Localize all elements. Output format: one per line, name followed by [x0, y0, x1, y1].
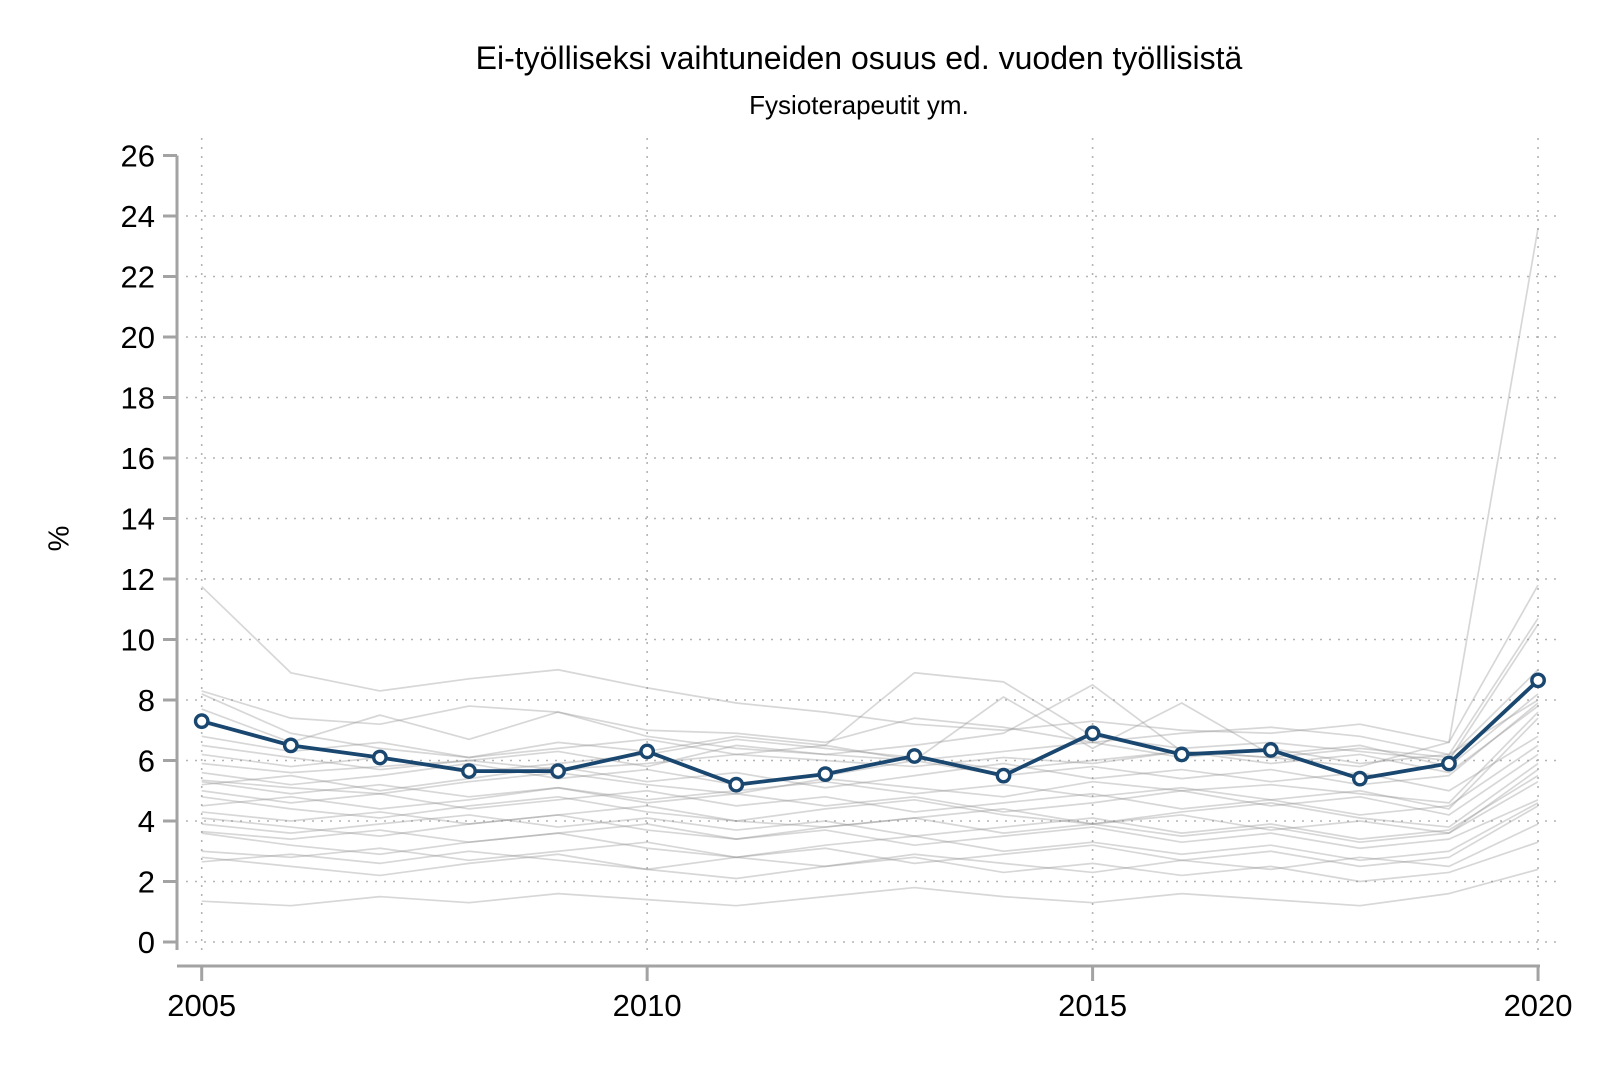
- y-tick-label: 20: [121, 320, 155, 355]
- background-series-line: [201, 584, 1539, 744]
- y-axis-title: %: [43, 525, 76, 552]
- y-tick-label: 24: [121, 199, 155, 234]
- data-point-marker: [371, 749, 388, 766]
- data-point-marker: [906, 748, 923, 764]
- y-tick-label: 0: [138, 925, 155, 960]
- x-tick-label: 2005: [167, 988, 236, 1023]
- data-point-marker: [282, 737, 299, 754]
- data-point-marker: [1173, 746, 1190, 763]
- data-point-marker: [995, 767, 1012, 784]
- y-tick-label: 6: [138, 744, 155, 779]
- x-tick-label: 2010: [613, 988, 682, 1023]
- background-series-line: [201, 711, 1539, 804]
- background-series-line: [201, 617, 1539, 756]
- background-series-line: [201, 780, 1539, 844]
- data-point-marker: [193, 713, 210, 730]
- background-series-line: [201, 717, 1539, 810]
- x-tick-label: 2020: [1504, 988, 1573, 1023]
- background-series-line: [201, 762, 1539, 828]
- chart-title: Ei-työlliseksi vaihtuneiden osuus ed. vu…: [475, 40, 1243, 76]
- data-point-marker: [461, 763, 477, 779]
- data-point-marker: [550, 763, 566, 779]
- data-point-marker: [1262, 742, 1279, 758]
- y-tick-label: 2: [138, 865, 155, 900]
- background-series-line: [201, 623, 1539, 762]
- y-tick-label: 26: [121, 139, 155, 174]
- data-point-marker: [1084, 725, 1101, 742]
- background-series-line: [201, 227, 1539, 774]
- y-tick-label: 14: [121, 502, 155, 537]
- background-series-line: [201, 823, 1539, 874]
- data-point-marker: [728, 776, 745, 793]
- background-series-line: [201, 868, 1539, 907]
- background-series-line: [201, 693, 1539, 771]
- background-series-line: [201, 841, 1539, 883]
- background-series-line: [201, 774, 1539, 841]
- data-point-marker: [817, 766, 834, 783]
- y-tick-label: 4: [138, 804, 155, 839]
- highlight-series-line: [201, 678, 1540, 787]
- background-series-line: [201, 735, 1539, 792]
- data-point-marker: [1530, 672, 1546, 689]
- background-series-line: [201, 802, 1539, 862]
- background-series-line: [201, 699, 1539, 765]
- background-series-line: [201, 753, 1539, 816]
- y-tick-label: 12: [121, 562, 155, 597]
- y-tick-label: 8: [138, 683, 155, 718]
- chart-subtitle: Fysioterapeutit ym.: [749, 90, 969, 120]
- background-series-line: [201, 669, 1539, 759]
- y-tick-label: 16: [121, 441, 155, 476]
- y-tick-label: 18: [121, 381, 155, 416]
- background-series-line: [201, 768, 1539, 834]
- background-series-line: [201, 702, 1539, 786]
- x-tick-label: 2015: [1058, 988, 1127, 1023]
- y-tick-label: 10: [121, 623, 155, 658]
- data-point-marker: [1351, 770, 1368, 787]
- background-series-line: [201, 799, 1539, 850]
- background-series-line: [201, 744, 1539, 816]
- data-point-marker: [639, 743, 656, 760]
- data-point-marker: [1441, 755, 1457, 772]
- background-series-line: [201, 805, 1539, 868]
- y-tick-label: 22: [121, 260, 155, 295]
